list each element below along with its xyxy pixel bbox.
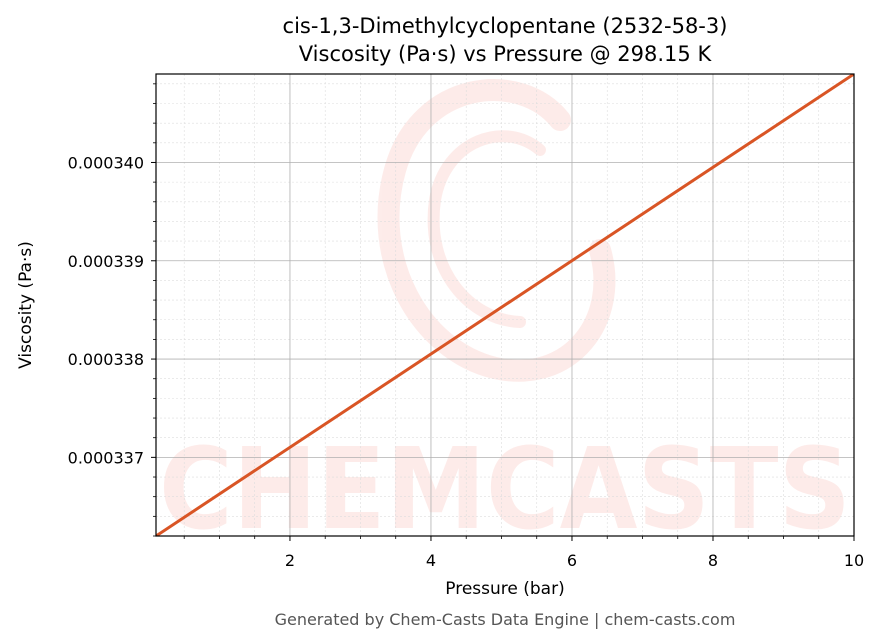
y-axis-label: Viscosity (Pa·s) — [16, 241, 36, 369]
plot-frame — [155, 73, 855, 537]
y-tick-label: 0.000337 — [68, 448, 144, 467]
y-tick-labels: 0.000337 0.000338 0.000339 0.000340 — [68, 153, 144, 467]
footer-credit: Generated by Chem-Casts Data Engine | ch… — [275, 610, 736, 629]
x-tick-label: 8 — [708, 551, 718, 570]
y-tick-label: 0.000339 — [68, 252, 144, 271]
watermark: CHEMCASTS — [159, 79, 851, 555]
watermark-swirl-inner-icon — [427, 130, 546, 328]
x-tick-label: 10 — [844, 551, 864, 570]
x-tick-label: 4 — [426, 551, 436, 570]
axis-ticks — [151, 83, 855, 541]
viscosity-series-line — [156, 74, 854, 536]
watermark-swirl-icon — [377, 79, 616, 382]
y-tick-label: 0.000340 — [68, 153, 144, 172]
y-tick-label: 0.000338 — [68, 350, 144, 369]
x-tick-label: 2 — [285, 551, 295, 570]
minor-grid — [156, 74, 854, 537]
x-tick-labels: 2 4 6 8 10 — [285, 551, 864, 570]
watermark-text: CHEMCASTS — [159, 425, 851, 555]
chart-subtitle: Viscosity (Pa·s) vs Pressure @ 298.15 K — [299, 42, 713, 66]
x-tick-label: 6 — [567, 551, 577, 570]
series-layer — [156, 74, 854, 536]
chart-title: cis-1,3-Dimethylcyclopentane (2532-58-3) — [283, 14, 728, 38]
x-axis-label: Pressure (bar) — [445, 579, 564, 599]
